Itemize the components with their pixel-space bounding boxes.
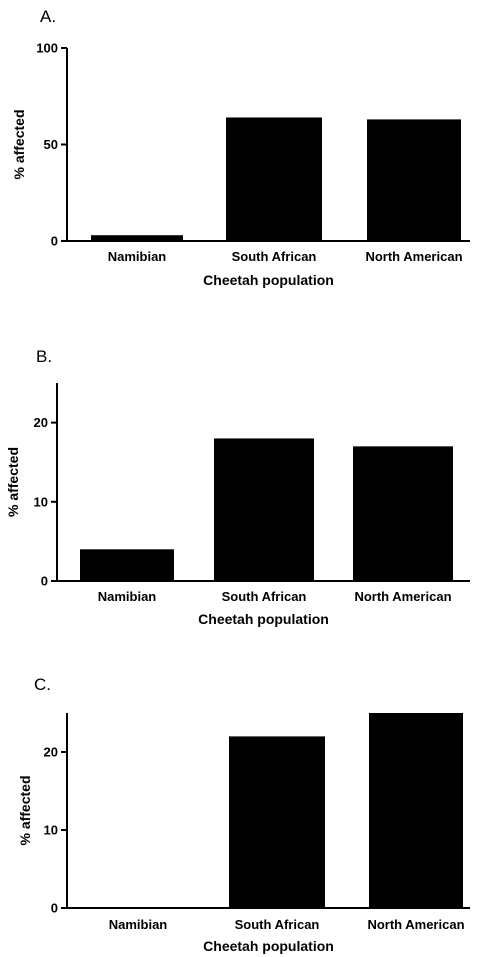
y-tick-label: 20 [44,745,58,760]
x-axis-title: Cheetah population [203,272,334,288]
bar-south-african [214,438,314,581]
x-axis-title: Cheetah population [203,938,334,954]
y-tick-label: 0 [51,901,58,916]
x-axis-title: Cheetah population [198,611,329,627]
x-tick-label: South African [235,917,320,932]
y-tick-label: 0 [41,574,48,589]
y-tick-label: 20 [34,415,48,430]
chart-panel-b: B. 0 10 20 Namibian South African North Americ… [5,347,470,627]
x-tick-label: South African [222,589,307,604]
y-tick-label: 100 [36,41,58,56]
bar-south-african [226,117,322,241]
bar-south-african [229,736,325,908]
bar-north-american [353,446,453,581]
y-tick-label: 10 [34,494,48,509]
x-tick-label: Namibian [98,589,157,604]
bar-namibian [80,549,174,581]
panel-label: A. [40,7,56,26]
y-axis-title: % affected [5,447,21,517]
panel-label: C. [34,675,51,694]
y-axis-title: % affected [17,775,33,845]
x-tick-label: Namibian [108,249,167,264]
chart-panel-a: A. 0 50 100 Namibian South African North Ameri… [11,7,470,288]
x-tick-label: North American [367,917,464,932]
y-tick-label: 0 [51,234,58,249]
x-tick-label: North American [365,249,462,264]
y-tick-label: 50 [44,137,58,152]
chart-panel-c: C. 0 10 20 Namibian South African North Americ… [17,675,470,954]
bar-north-american [367,119,461,241]
panel-label: B. [36,347,52,366]
x-tick-label: South African [232,249,317,264]
x-tick-label: Namibian [109,917,168,932]
bar-namibian [91,235,183,241]
y-tick-label: 10 [44,823,58,838]
x-tick-label: North American [354,589,451,604]
bar-north-american [369,713,463,908]
y-axis-title: % affected [11,109,27,179]
